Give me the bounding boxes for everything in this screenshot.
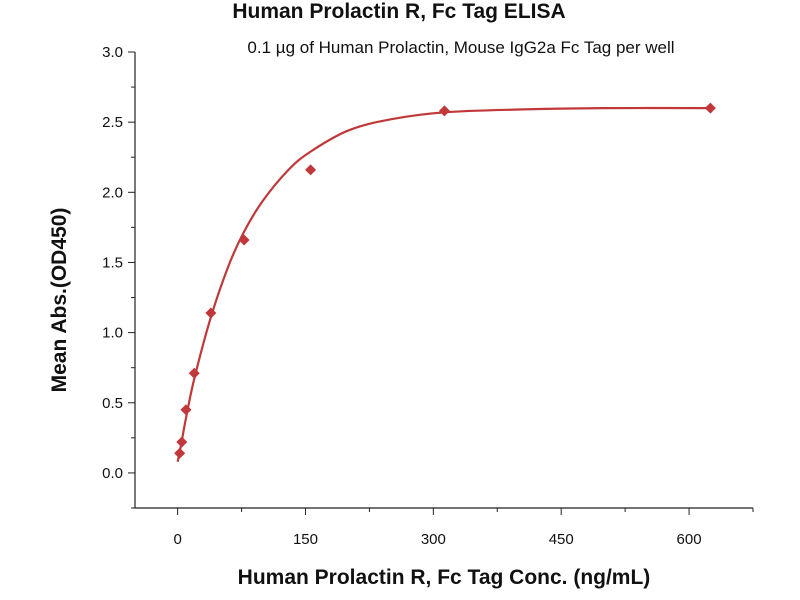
x-tick-label: 300 [421, 531, 446, 548]
data-point [704, 102, 716, 114]
x-tick-label: 0 [173, 531, 181, 548]
x-tick-label: 450 [549, 531, 574, 548]
data-point [238, 234, 250, 246]
y-tick-label: 0.0 [102, 465, 123, 482]
y-tick-label: 3.0 [102, 44, 123, 61]
chart-title: Human Prolactin R, Fc Tag ELISA [232, 0, 566, 23]
data-point [176, 436, 188, 448]
data-point [305, 164, 317, 176]
y-tick-label: 1.5 [102, 254, 123, 271]
data-point [180, 404, 192, 416]
data-point [438, 105, 450, 117]
x-tick-label: 600 [677, 531, 702, 548]
y-tick-label: 0.5 [102, 395, 123, 412]
data-point [205, 307, 217, 319]
data-point [174, 447, 186, 459]
y-axis-label: Mean Abs.(OD450) [48, 207, 71, 393]
y-tick-label: 1.0 [102, 325, 123, 342]
y-tick-label: 2.0 [102, 184, 123, 201]
chart-subtitle: 0.1 µg of Human Prolactin, Mouse IgG2a F… [247, 38, 675, 57]
x-tick-label: 150 [293, 531, 318, 548]
data-point [188, 367, 200, 379]
fit-curve [176, 106, 711, 462]
y-tick-label: 2.5 [102, 114, 123, 131]
x-axis-label: Human Prolactin R, Fc Tag Conc. (ng/mL) [237, 566, 651, 589]
